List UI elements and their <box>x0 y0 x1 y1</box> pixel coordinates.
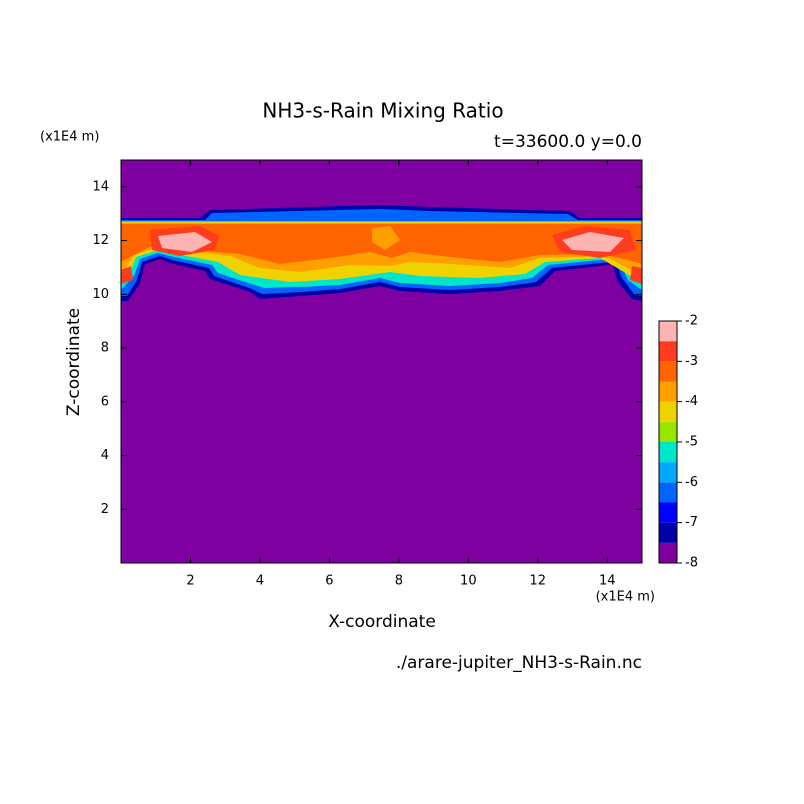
colorbar-tick-label: -5 <box>685 435 698 450</box>
plot-frame <box>120 159 643 564</box>
colorbar-band <box>659 401 677 422</box>
x-tick-label: 10 <box>460 574 477 589</box>
contour-field <box>121 160 642 563</box>
contour-band <box>158 232 212 252</box>
file-name: ./arare-jupiter_NH3-s-Rain.nc <box>396 653 642 673</box>
y-tick-label: 6 <box>101 394 109 409</box>
colorbar-band <box>659 361 677 382</box>
colorbar-band <box>659 502 677 523</box>
contour-band <box>630 266 642 284</box>
x-unit: (x1E4 m) <box>596 590 655 605</box>
x-tick-label: 12 <box>530 574 547 589</box>
colorbar-tick-label: -6 <box>685 475 698 490</box>
contour-band <box>372 226 400 250</box>
y-tick-label: 14 <box>92 179 109 194</box>
colorbar-tick-label: -8 <box>685 556 698 571</box>
y-tick-label: 4 <box>101 448 109 463</box>
colorbar-band <box>659 381 677 402</box>
chart-subtitle: t=33600.0 y=0.0 <box>494 132 642 152</box>
colorbar-band <box>659 522 677 543</box>
x-tick-label: 8 <box>395 574 403 589</box>
colorbar-tick-label: -7 <box>685 515 698 530</box>
colorbar-band <box>659 341 677 362</box>
colorbar-tick-label: -4 <box>685 394 698 409</box>
colorbar-band <box>659 321 677 342</box>
colorbar-band <box>659 482 677 503</box>
x-tick-label: 6 <box>325 574 333 589</box>
y-tick-label: 2 <box>101 502 109 517</box>
y-tick-label: 12 <box>92 233 109 248</box>
y-axis-label: Z-coordinate <box>64 308 84 416</box>
colorbar-band <box>659 421 677 442</box>
colorbar-tick-label: -2 <box>685 314 698 329</box>
x-axis-label: X-coordinate <box>328 612 436 632</box>
contour-band <box>121 266 133 284</box>
x-tick-label: 2 <box>186 574 194 589</box>
y-unit: (x1E4 m) <box>40 130 99 145</box>
colorbar-band <box>659 442 677 463</box>
x-tick-label: 14 <box>599 574 616 589</box>
colorbar-band <box>659 462 677 483</box>
contour-band <box>562 232 624 252</box>
y-tick-label: 8 <box>101 341 109 356</box>
y-tick-label: 10 <box>92 287 109 302</box>
colorbar-tick-label: -3 <box>685 354 698 369</box>
chart-title: NH3-s-Rain Mixing Ratio <box>262 99 503 123</box>
colorbar-band <box>659 542 677 563</box>
x-tick-label: 4 <box>256 574 264 589</box>
